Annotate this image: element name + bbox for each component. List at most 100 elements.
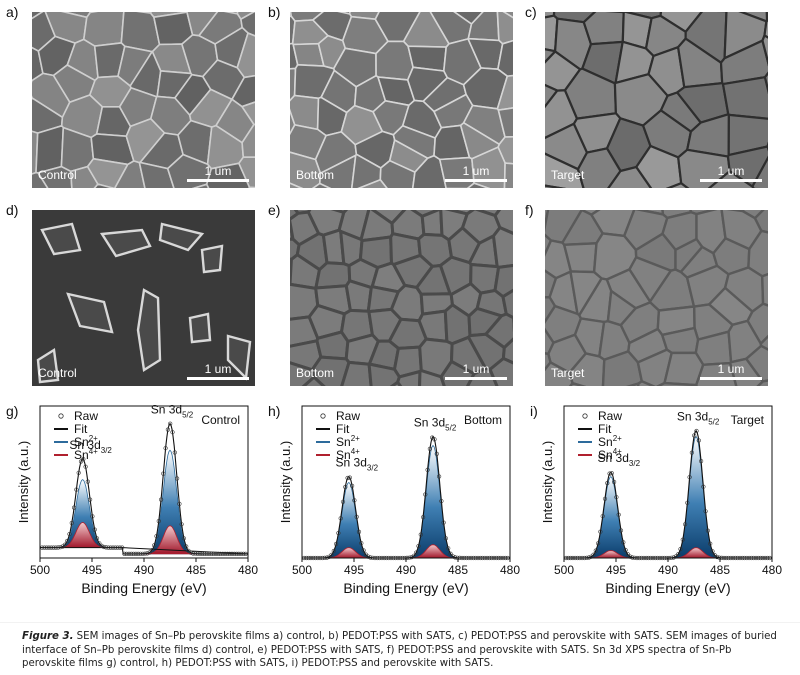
panel-label: h) <box>268 403 280 419</box>
raw-data-point <box>161 471 166 476</box>
raw-data-point <box>76 470 81 475</box>
raw-data-point <box>42 545 47 550</box>
raw-data-point <box>193 551 198 556</box>
raw-data-point <box>591 552 596 557</box>
raw-data-point <box>356 529 362 534</box>
peak-annotation: Sn 3d5/2 <box>677 410 720 427</box>
raw-data-point <box>448 551 453 556</box>
raw-data-point <box>131 551 136 556</box>
raw-data-point <box>699 458 704 464</box>
raw-data-point <box>83 464 88 469</box>
raw-data-point <box>361 548 366 553</box>
raw-data-point <box>103 545 109 550</box>
peak-annotation: Sn 3d5/2 <box>151 403 194 420</box>
sn4-peak-fill <box>51 522 113 548</box>
x-tick-label: 500 <box>292 563 312 577</box>
raw-data-point <box>595 541 601 546</box>
raw-data-point <box>65 538 70 544</box>
scale-bar: 1 um <box>700 363 762 380</box>
raw-data-point <box>94 536 100 541</box>
sn2-peak-fill <box>664 435 727 559</box>
y-axis-label: Intensity (a.u.) <box>16 441 31 523</box>
raw-data-point <box>241 551 246 556</box>
raw-data-point <box>708 541 713 546</box>
sem-image-target-buried: Target 1 um <box>545 210 768 386</box>
peak-annotation: Sn 3d5/2 <box>414 416 457 433</box>
raw-data-point <box>90 514 95 519</box>
scale-bar-label: 1 um <box>717 362 745 376</box>
raw-data-point <box>225 551 230 556</box>
raw-data-point <box>715 554 720 560</box>
raw-data-point <box>602 496 608 501</box>
raw-data-point <box>168 421 173 426</box>
raw-data-point <box>333 541 339 547</box>
raw-data-point <box>614 495 619 500</box>
fit-curve <box>564 429 771 559</box>
x-tick-label: 480 <box>500 563 520 577</box>
sem-sample-label: Bottom <box>296 168 335 182</box>
raw-data-point <box>87 497 93 502</box>
raw-data-point <box>74 487 79 492</box>
raw-data-point <box>207 551 212 556</box>
raw-data-point <box>179 522 184 527</box>
raw-data-point <box>432 437 437 442</box>
scale-bar-label: 1 um <box>204 164 232 178</box>
raw-data-point <box>163 446 168 451</box>
raw-data-point <box>202 551 207 556</box>
raw-data-point <box>338 516 343 521</box>
legend-entry: Raw <box>336 409 360 423</box>
scale-bar: 1 um <box>187 363 249 380</box>
raw-data-point <box>99 543 104 548</box>
sem-sample-label: Bottom <box>296 366 335 380</box>
x-axis-label: Binding Energy (eV) <box>343 580 468 596</box>
legend-entry: Fit <box>336 422 350 436</box>
raw-data-point <box>165 427 170 432</box>
raw-data-point <box>44 545 49 550</box>
raw-data-point <box>213 551 219 556</box>
sem-image-control-buried: Control 1 um <box>32 210 255 386</box>
raw-data-point <box>172 450 177 455</box>
sem-image-bottom-top: Bottom 1 um <box>290 12 513 188</box>
raw-data-point <box>147 550 152 555</box>
raw-data-point <box>349 483 355 488</box>
raw-data-point <box>611 479 617 485</box>
raw-data-point <box>593 548 598 553</box>
raw-data-point <box>685 500 690 505</box>
raw-data-point <box>416 544 421 549</box>
raw-data-point <box>129 551 134 556</box>
raw-data-point <box>177 501 182 506</box>
raw-data-point <box>414 550 419 555</box>
raw-data-point <box>145 551 150 556</box>
raw-data-point <box>97 541 102 546</box>
x-tick-label: 490 <box>134 563 154 577</box>
raw-data-point <box>710 549 715 554</box>
raw-data-point <box>108 545 113 550</box>
panel-label-e: e) <box>268 202 281 218</box>
x-tick-label: 495 <box>82 563 102 577</box>
x-axis-label: Binding Energy (eV) <box>81 580 206 596</box>
raw-data-point <box>623 548 628 553</box>
raw-data-point <box>329 552 334 557</box>
raw-data-point <box>616 512 621 517</box>
plot-frame <box>301 405 511 559</box>
raw-data-point <box>347 475 352 480</box>
chart-title: Bottom <box>464 413 502 427</box>
sem-image-bottom-buried: Bottom 1 um <box>290 210 513 386</box>
raw-data-point <box>188 550 193 555</box>
raw-data-point <box>184 544 189 549</box>
raw-data-point <box>446 546 451 551</box>
raw-data-point <box>136 551 141 556</box>
raw-data-point <box>209 551 214 556</box>
raw-data-point <box>705 528 710 533</box>
raw-data-point <box>331 548 336 554</box>
x-tick-label: 490 <box>396 563 416 577</box>
raw-data-point <box>441 520 446 525</box>
raw-data-point <box>154 534 159 539</box>
raw-data-point <box>110 545 116 550</box>
raw-data-point <box>46 545 52 550</box>
raw-data-point <box>200 551 205 556</box>
scale-bar: 1 um <box>445 165 507 182</box>
raw-data-point <box>138 551 143 556</box>
